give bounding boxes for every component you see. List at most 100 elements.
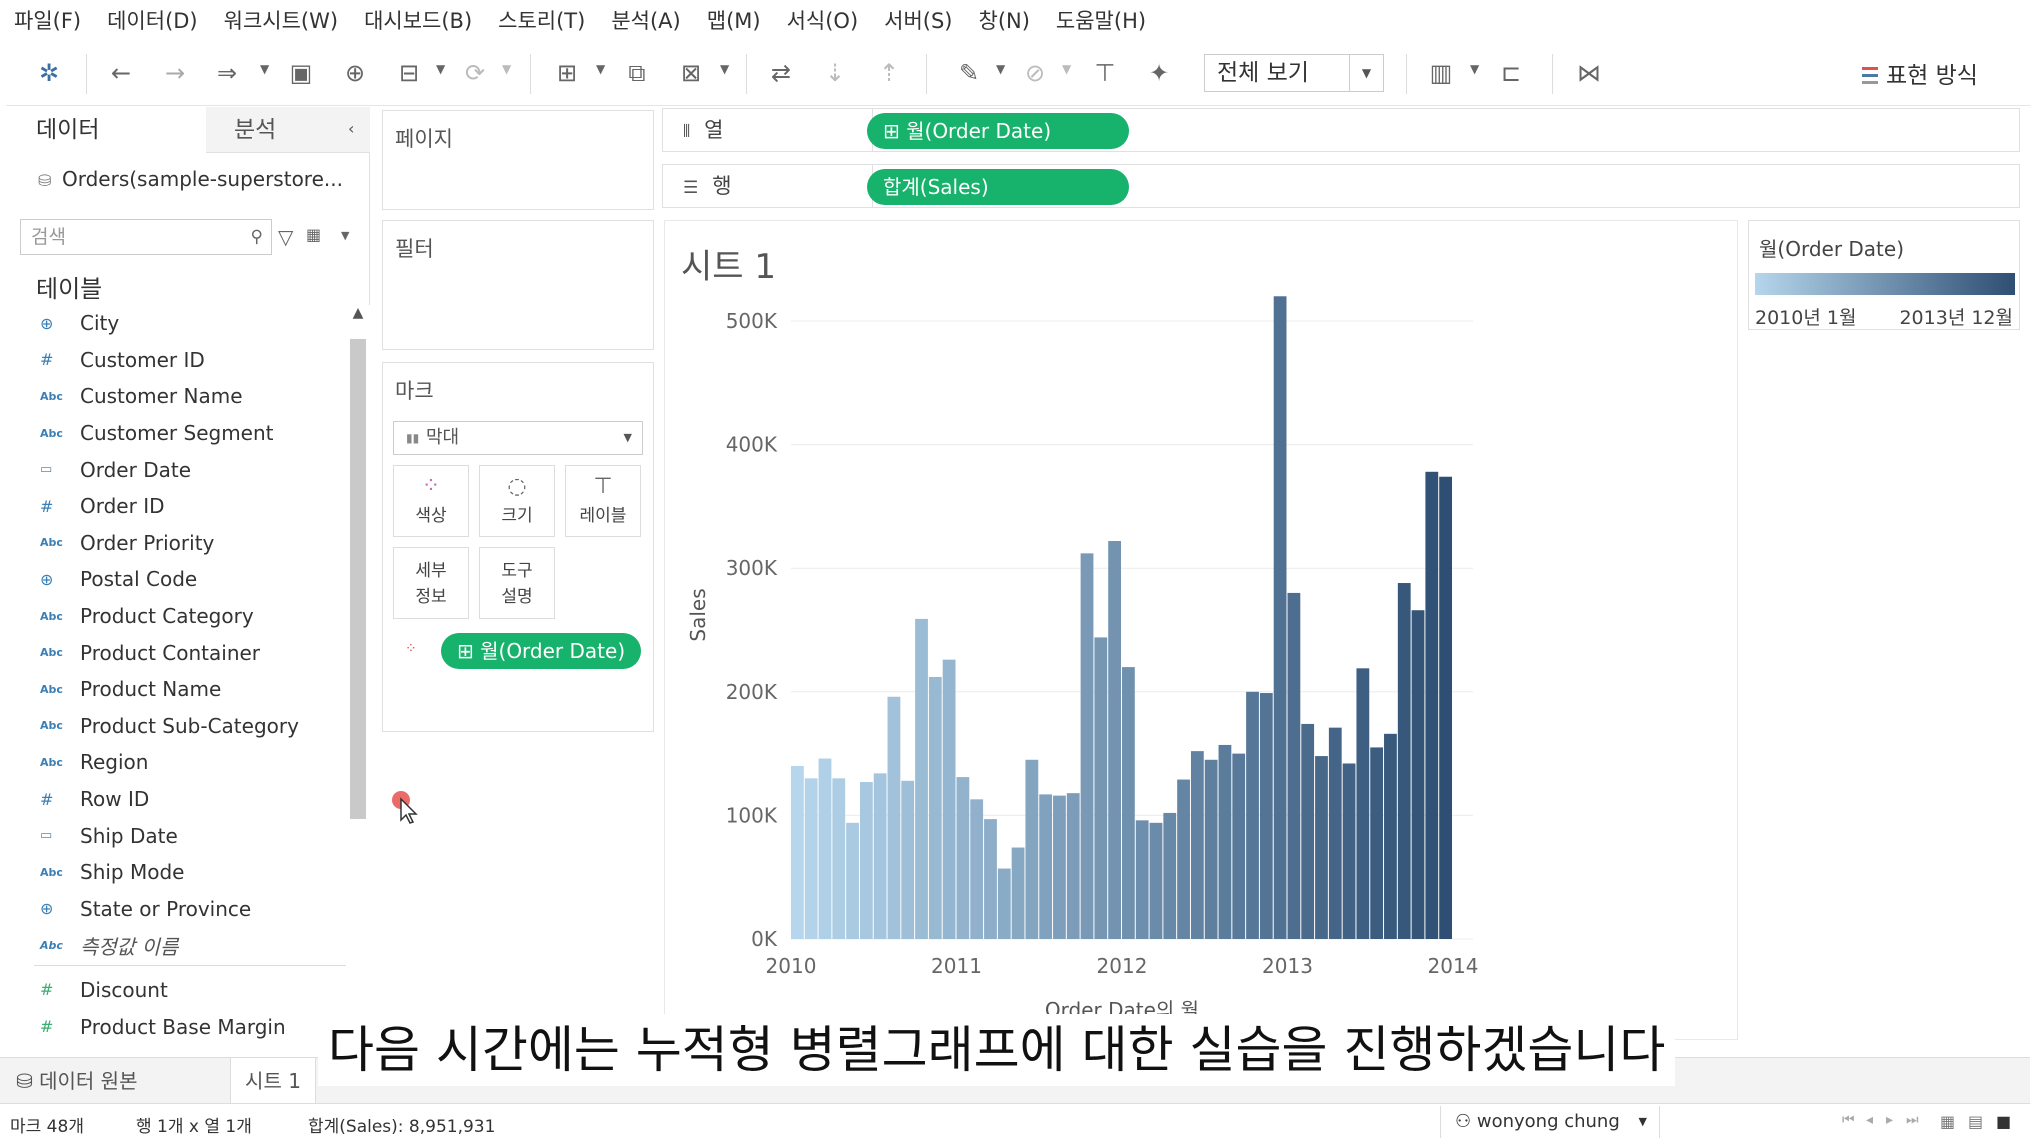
tooltip-button[interactable]: 도구 설명	[479, 547, 555, 619]
field-item[interactable]: Abc Order Priority	[6, 525, 346, 562]
highlight-icon[interactable]: ✎	[958, 59, 980, 87]
tabs-view-icon[interactable]: ■	[1996, 1112, 2012, 1131]
sheet-sorter-icon[interactable]: ▦	[1940, 1112, 1956, 1131]
datasource-item[interactable]: ⛁ Orders(sample-superstore...	[38, 167, 343, 191]
highlight-dropdown-icon[interactable]: ▼	[996, 62, 1006, 76]
refresh-dropdown-icon[interactable]: ▼	[502, 62, 512, 76]
field-item[interactable]: ⊕ City	[6, 305, 346, 342]
sort-descending-icon[interactable]: ⇡	[878, 59, 900, 87]
tableau-logo-icon[interactable]: ✲	[38, 59, 60, 87]
pause-dropdown-icon[interactable]: ▼	[436, 62, 446, 76]
share-icon[interactable]: ⋈	[1577, 59, 1601, 87]
chevron-down-icon[interactable]: ▼	[623, 431, 632, 444]
menu-item[interactable]: 스토리(T)	[498, 9, 586, 33]
collapse-pane-icon[interactable]: ‹	[348, 119, 355, 138]
clear-sheet-icon[interactable]: ⊠	[680, 59, 702, 87]
duplicate-icon[interactable]: ⧉	[628, 59, 646, 87]
menu-item[interactable]: 서식(O)	[786, 9, 859, 33]
tab-datasource[interactable]: ⛁ 데이터 원본	[16, 1058, 137, 1104]
scrollbar[interactable]: ▲	[346, 305, 370, 1065]
view-select[interactable]: 전체 보기 ▼	[1204, 54, 1384, 92]
menu-item[interactable]: 도움말(H)	[1055, 9, 1147, 33]
menu-item[interactable]: 대시보드(B)	[364, 9, 473, 33]
group-icon[interactable]: ⊘	[1024, 59, 1046, 87]
tab-analysis[interactable]: 분석	[206, 107, 370, 153]
field-item[interactable]: Abc Region	[6, 744, 346, 781]
size-button[interactable]: ◌ 크기	[479, 465, 555, 537]
rows-shelf[interactable]: ☰ 행 합계(Sales)	[662, 164, 2020, 208]
user-menu[interactable]: ⚇ wonyong chung ▼	[1440, 1106, 1660, 1138]
new-datasource-icon[interactable]: ⊕	[344, 59, 366, 87]
color-legend[interactable]: 월(Order Date) 2010년 1월 2013년 12월	[1748, 220, 2020, 330]
field-item[interactable]: ▭ Order Date	[6, 451, 346, 488]
field-item[interactable]: Abc Product Category	[6, 598, 346, 635]
filters-card[interactable]: 필터	[382, 220, 654, 350]
scrollbar-thumb[interactable]	[350, 339, 366, 819]
replay-icon[interactable]: ⇒	[216, 59, 238, 87]
sort-ascending-icon[interactable]: ⇣	[824, 59, 846, 87]
chevron-down-icon[interactable]: ▼	[1638, 1115, 1647, 1128]
first-sheet-icon[interactable]: ⏮	[1842, 1112, 1855, 1128]
save-icon[interactable]: ▣	[289, 59, 313, 87]
refresh-icon[interactable]: ⟳	[464, 59, 486, 87]
marks-color-pill[interactable]: ⊞ 월(Order Date)	[441, 633, 641, 669]
next-sheet-icon[interactable]: ▸	[1886, 1112, 1894, 1128]
filmstrip-icon[interactable]: ▤	[1968, 1112, 1984, 1131]
menu-item[interactable]: 맵(M)	[706, 9, 761, 33]
field-item[interactable]: # Row ID	[6, 781, 346, 818]
field-item[interactable]: Abc Customer Segment	[6, 415, 346, 452]
menu-item[interactable]: 서버(S)	[884, 9, 953, 33]
prev-sheet-icon[interactable]: ◂	[1866, 1112, 1874, 1128]
show-labels-icon[interactable]: ⊤	[1094, 59, 1116, 87]
pause-updates-icon[interactable]: ⊟	[398, 59, 420, 87]
fix-axes-icon[interactable]: ✦	[1148, 59, 1170, 87]
menu-item[interactable]: 파일(F)	[14, 9, 82, 33]
chart-type-dropdown-icon[interactable]: ▼	[1470, 62, 1480, 76]
presentation-icon[interactable]: ⊏	[1500, 59, 1522, 87]
replay-dropdown-icon[interactable]: ▼	[260, 62, 270, 76]
view-toggle-dropdown-icon[interactable]: ▼	[341, 229, 350, 242]
field-item[interactable]: # Discount	[6, 972, 346, 1009]
field-item[interactable]: Abc Product Name	[6, 671, 346, 708]
new-worksheet-dropdown-icon[interactable]: ▼	[596, 62, 606, 76]
tab-sheet-1[interactable]: 시트 1	[230, 1058, 316, 1104]
scroll-up-icon[interactable]: ▲	[352, 305, 364, 321]
rows-pill[interactable]: 합계(Sales)	[867, 169, 1129, 205]
show-me-button[interactable]: 표현 방식	[1862, 56, 1978, 90]
field-item[interactable]: # Order ID	[6, 488, 346, 525]
color-button[interactable]: ⁘ 색상	[393, 465, 469, 537]
view-toggle-icon[interactable]: ▦	[306, 225, 322, 244]
menu-item[interactable]: 창(N)	[978, 9, 1030, 33]
filter-icon[interactable]: ▽	[278, 225, 294, 249]
search-input[interactable]: 검색 ⚲	[20, 219, 272, 255]
chart-type-icon[interactable]: ▥	[1429, 59, 1453, 87]
new-worksheet-icon[interactable]: ⊞	[556, 59, 578, 87]
field-item[interactable]: # Customer ID	[6, 342, 346, 379]
menu-item[interactable]: 분석(A)	[611, 9, 681, 33]
menu-item[interactable]: 데이터(D)	[107, 9, 198, 33]
clear-dropdown-icon[interactable]: ▼	[720, 62, 730, 76]
menu-item[interactable]: 워크시트(W)	[223, 9, 339, 33]
field-item[interactable]: # Product Base Margin	[6, 1008, 346, 1045]
field-item[interactable]: Abc Product Container	[6, 634, 346, 671]
last-sheet-icon[interactable]: ⏭	[1906, 1112, 1919, 1128]
field-item[interactable]: Abc Product Sub-Category	[6, 708, 346, 745]
tab-data[interactable]: 데이터	[6, 107, 206, 153]
redo-icon[interactable]: →	[164, 59, 186, 87]
detail-button[interactable]: 세부 정보	[393, 547, 469, 619]
undo-icon[interactable]: ←	[110, 59, 132, 87]
field-item[interactable]: ⊕ State or Province	[6, 891, 346, 928]
field-item[interactable]: Abc Customer Name	[6, 378, 346, 415]
group-dropdown-icon[interactable]: ▼	[1062, 62, 1072, 76]
field-item[interactable]: Abc Ship Mode	[6, 854, 346, 891]
field-item[interactable]: ⊕ Postal Code	[6, 561, 346, 598]
columns-pill[interactable]: ⊞ 월(Order Date)	[867, 113, 1129, 149]
columns-shelf[interactable]: ⫴ 열 ⊞ 월(Order Date)	[662, 108, 2020, 152]
field-item[interactable]: ▭ Ship Date	[6, 817, 346, 854]
field-item[interactable]: Abc 측정값 이름	[6, 927, 346, 964]
mark-type-select[interactable]: ▮▮ 막대 ▼	[393, 421, 643, 455]
pages-card[interactable]: 페이지	[382, 110, 654, 210]
chevron-down-icon[interactable]: ▼	[1349, 55, 1383, 91]
label-button[interactable]: ⊤ 레이블	[565, 465, 641, 537]
swap-icon[interactable]: ⇄	[770, 59, 792, 87]
